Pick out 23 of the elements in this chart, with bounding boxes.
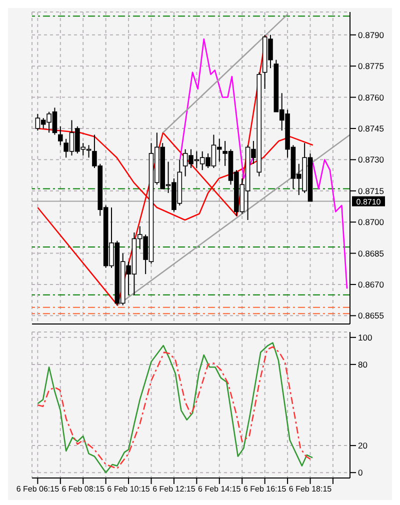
y-tick-label: 0.8685 xyxy=(358,248,384,258)
y-tick-label: 80 xyxy=(358,359,368,370)
y-tick-label: 0.8655 xyxy=(358,310,384,321)
y-tick-label: 0.8790 xyxy=(358,30,384,40)
y-tick-label: 0.8700 xyxy=(358,217,384,228)
y-tick-label: 100 xyxy=(358,332,372,342)
x-tick-label: 6 Feb 10:15 xyxy=(107,484,150,494)
y-tick-label: 0.8730 xyxy=(358,154,384,165)
y-tick-label: 0.8715 xyxy=(358,186,384,196)
y-tick-label: 0.8775 xyxy=(358,61,384,72)
y-tick-label: 0 xyxy=(358,468,363,478)
candlestick xyxy=(58,126,63,146)
x-tick-label: 6 Feb 12:15 xyxy=(152,484,196,494)
x-tick-label: 6 Feb 18:15 xyxy=(288,484,332,494)
ref-line-label: 0.8710 xyxy=(356,197,382,206)
x-tick-label: 6 Feb 06:15 xyxy=(16,484,60,494)
y-tick-label: 20 xyxy=(358,440,368,451)
x-tick-label: 6 Feb 14:15 xyxy=(198,484,242,494)
y-tick-label: 0.8745 xyxy=(358,124,384,134)
x-tick-label: 6 Feb 16:15 xyxy=(243,484,287,494)
y-tick-label: 0.8760 xyxy=(358,92,384,102)
y-tick-label: 0.8670 xyxy=(358,279,384,290)
x-tick-label: 6 Feb 08:15 xyxy=(62,484,106,494)
